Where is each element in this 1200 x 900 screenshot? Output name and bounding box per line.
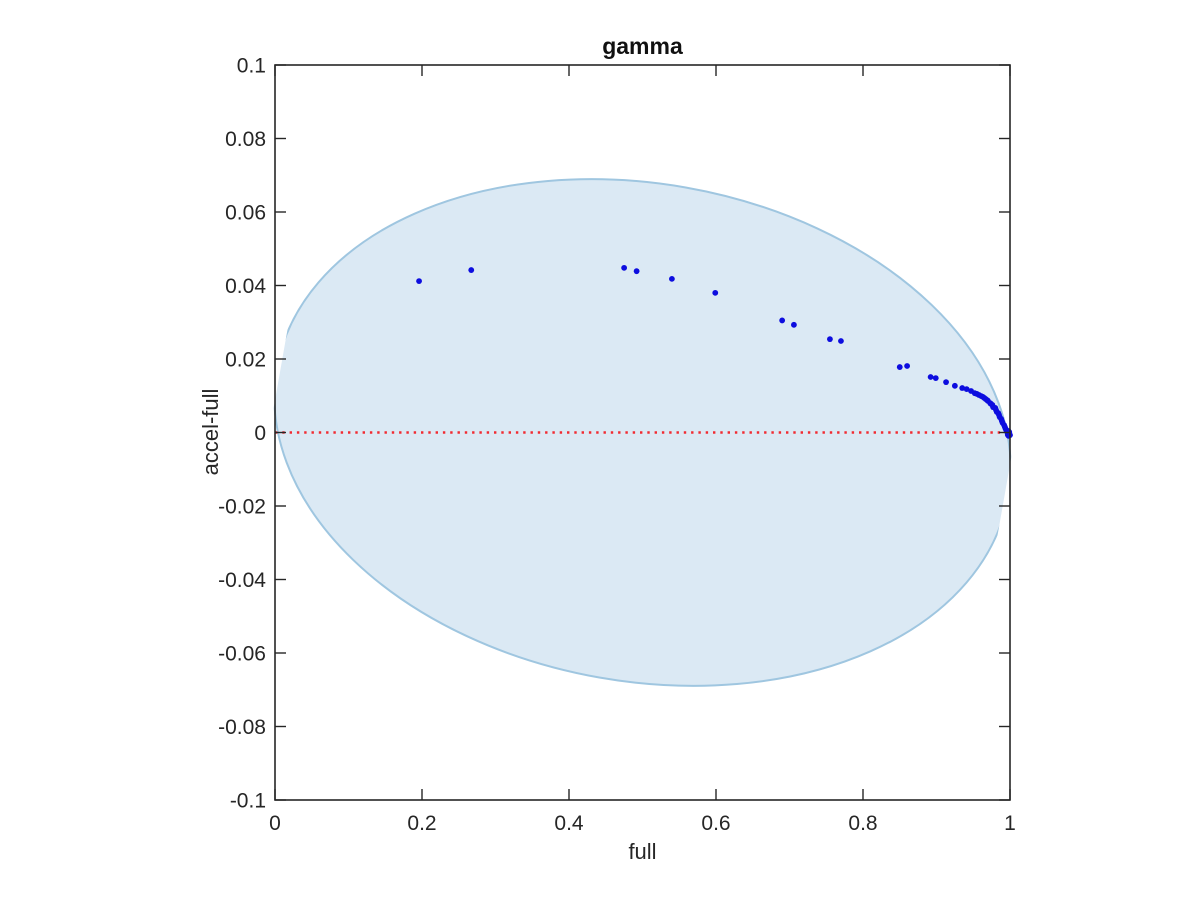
data-point: [827, 336, 833, 343]
y-tick-label: 0.08: [225, 128, 266, 151]
tick-marks: [274, 64, 1011, 801]
data-point: [896, 364, 903, 370]
y-tick-label: 0.1: [237, 55, 266, 78]
data-point: [963, 386, 970, 393]
chart-title: gamma: [602, 33, 683, 59]
x-tick-label: 0.8: [848, 812, 877, 835]
y-tick-label: 0: [254, 422, 266, 445]
data-point: [927, 374, 934, 380]
data-point: [838, 338, 844, 344]
y-tick-label: -0.04: [218, 569, 266, 592]
y-tick-label: -0.1: [230, 790, 266, 813]
data-point: [669, 275, 675, 282]
data-point: [904, 363, 910, 369]
data-point: [932, 375, 939, 382]
data-point: [468, 267, 475, 273]
x-tick-label: 1: [1004, 812, 1016, 835]
data-point: [779, 317, 786, 324]
x-tick-label: 0.4: [554, 812, 584, 835]
y-tick-label: 0.04: [225, 275, 266, 298]
x-tick-label: 0: [269, 812, 281, 835]
x-axis-label: full: [628, 839, 657, 864]
data-point: [943, 379, 949, 386]
y-tick-label: -0.02: [218, 496, 266, 519]
data-point: [791, 321, 797, 328]
x-tick-label: 0.2: [407, 812, 436, 835]
y-tick-label: -0.08: [218, 716, 266, 739]
tick-labels: 0 0.2 0.4 0.6 0.8 1 -0.1 -0.08 -0.06 -0.04 -0.02 0 0…: [218, 55, 1016, 836]
y-tick-label: -0.06: [218, 643, 266, 666]
data-point: [621, 264, 628, 271]
data-point: [416, 278, 422, 284]
data-point: [959, 385, 966, 391]
y-tick-label: 0.06: [225, 202, 266, 225]
y-tick-label: 0.02: [225, 349, 266, 372]
data-point: [951, 382, 958, 389]
data-point: [712, 289, 719, 296]
data-point: [633, 268, 640, 275]
x-tick-label: 0.6: [701, 812, 730, 835]
